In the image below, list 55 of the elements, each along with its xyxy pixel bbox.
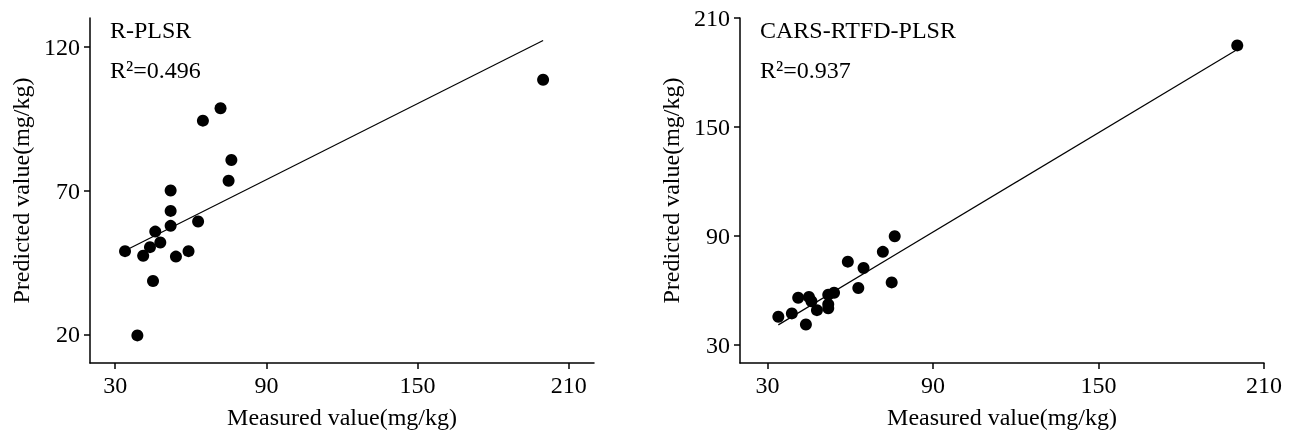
point (169, 250, 182, 263)
point (852, 282, 865, 294)
x-tick-label: 150 (399, 372, 436, 398)
x-tick-label: 90 (921, 372, 946, 398)
point (149, 225, 162, 238)
point (143, 241, 156, 254)
y-axis-title: Predicted value(mg/kg) (8, 77, 35, 304)
annotation: R²=0.937 (760, 57, 851, 83)
point (182, 245, 195, 258)
annotation: R-PLSR (110, 17, 192, 43)
x-tick-label: 210 (550, 372, 587, 398)
point (841, 255, 854, 268)
x-tick-label: 30 (755, 372, 780, 398)
point (222, 174, 235, 187)
annotation: CARS-RTFD-PLSR (760, 17, 956, 43)
point (885, 276, 898, 289)
point (828, 286, 841, 299)
point (785, 307, 798, 320)
point (810, 304, 823, 317)
x-tick-label: 210 (1246, 372, 1282, 398)
y-tick-label: 70 (56, 177, 80, 204)
x-axis-title: Measured value(mg/kg) (227, 404, 457, 430)
y-tick-label: 30 (706, 331, 730, 358)
point (799, 318, 812, 331)
point (164, 219, 177, 232)
y-tick-label: 120 (44, 33, 80, 60)
x-axis-title: Measured value(mg/kg) (887, 404, 1117, 430)
point (164, 184, 177, 197)
y-tick-label: 20 (56, 321, 80, 348)
point (857, 262, 870, 275)
y-tick-label: 150 (694, 113, 730, 140)
point (537, 73, 550, 86)
point (888, 230, 901, 243)
point (192, 215, 205, 228)
point (164, 204, 177, 217)
point (131, 329, 144, 342)
point (225, 154, 238, 167)
y-tick-label: 90 (706, 222, 730, 249)
point (876, 245, 889, 258)
y-tick-label: 210 (694, 5, 730, 31)
point (805, 295, 818, 308)
point (792, 291, 805, 304)
point (196, 114, 209, 127)
point (147, 275, 159, 288)
x-tick-label: 90 (254, 372, 279, 398)
x-tick-label: 150 (1080, 372, 1117, 398)
point (137, 249, 150, 262)
annotation: R²=0.496 (110, 57, 201, 83)
point (1231, 39, 1244, 52)
point (119, 245, 132, 258)
x-tick-label: 30 (103, 372, 128, 398)
point (154, 236, 167, 249)
point (214, 102, 227, 115)
point (772, 310, 785, 323)
y-axis-title: Predicted value(mg/kg) (658, 77, 685, 304)
